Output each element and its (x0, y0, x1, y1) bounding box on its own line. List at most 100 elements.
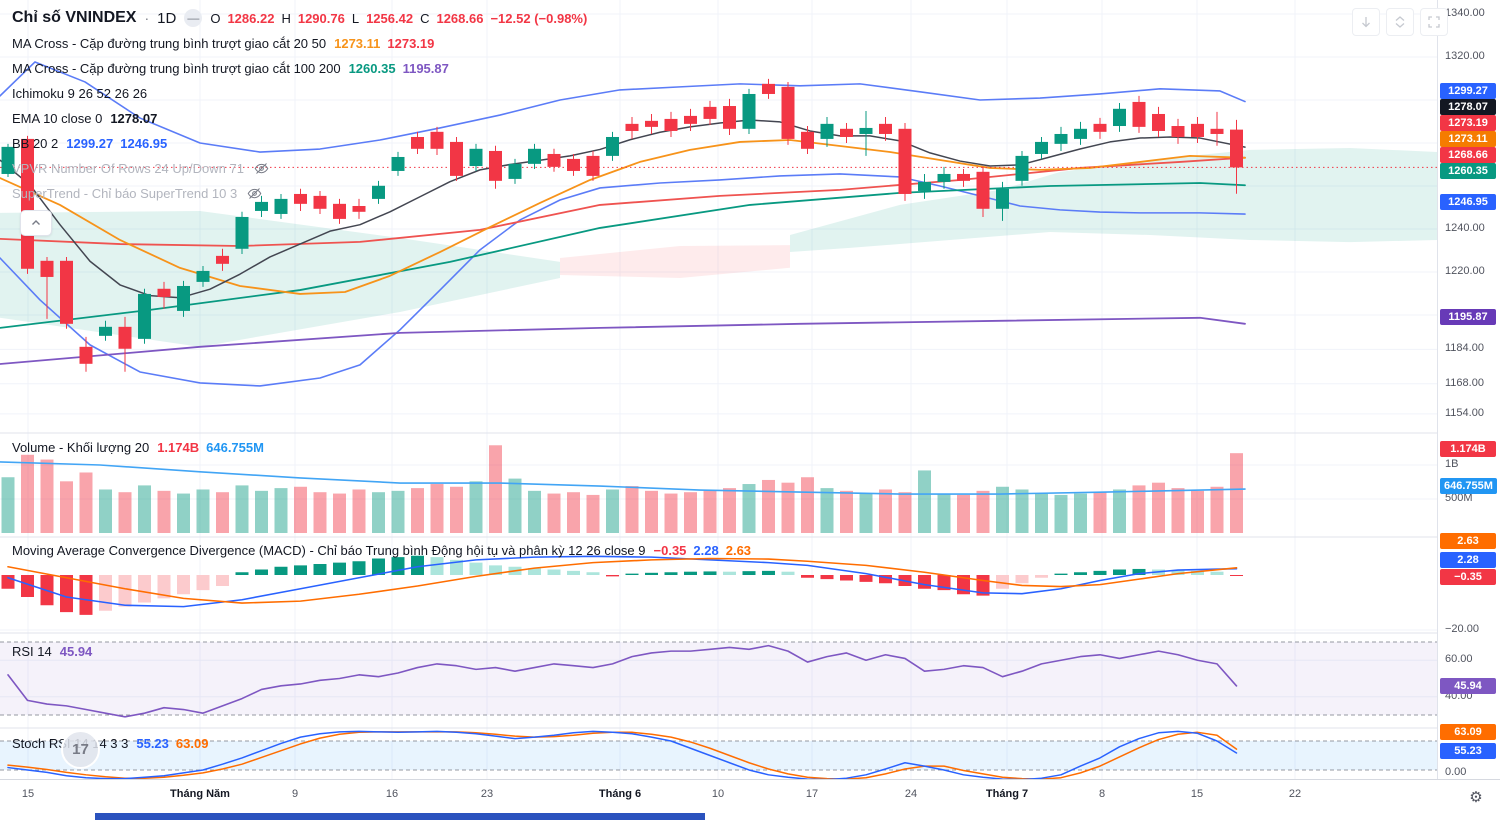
axis-price-label: 1240.00 (1445, 222, 1485, 234)
volume-pane-legend[interactable]: Volume - Khối lượng 20 1.174B 646.755M (12, 440, 264, 455)
pane-legend-label: Moving Average Convergence Divergence (M… (12, 543, 646, 558)
indicator-values: 1260.35 1195.87 (349, 61, 449, 76)
time-axis-label: 16 (385, 788, 399, 800)
indicator-label: MA Cross - Cặp đường trung bình trượt gi… (12, 61, 341, 76)
indicator-legend-row[interactable]: SuperTrend - Chỉ báo SuperTrend 10 3 (12, 186, 262, 201)
axis-price-badge: 1.174B (1440, 441, 1496, 457)
ohlc-value: 1268.66 (436, 10, 484, 26)
pane-legend-value: 646.755M (206, 440, 264, 455)
axis-price-label: 1168.00 (1445, 376, 1484, 389)
ohlc-key: C (420, 10, 430, 26)
ohlc-value: 1256.42 (366, 10, 414, 26)
pane-legend-label: RSI 14 (12, 644, 52, 659)
bar-count-bubble[interactable]: 17 (61, 730, 100, 769)
time-axis-label: 22 (1288, 788, 1302, 800)
maximize-pane-button[interactable] (1420, 8, 1448, 36)
indicator-legend-row[interactable]: EMA 10 close 0 1278.07 (12, 111, 157, 126)
scroll-down-button[interactable] (1352, 8, 1380, 36)
ohlc-key: L (351, 10, 360, 26)
ohlc-values: O 1286.22 H 1290.76 L 1256.42 C 1268.66 −12.52 (… (210, 11, 587, 26)
indicator-value: 1299.27 (66, 136, 114, 151)
axis-price-badge: 1260.35 (1440, 163, 1496, 179)
axis-price-label: 500M (1445, 492, 1473, 504)
indicator-value: 1273.11 (334, 36, 381, 51)
indicator-legend-row[interactable]: VPVR Number Of Rows 24 Up/Down 71 (12, 161, 269, 176)
ohlc-key: O (210, 10, 221, 26)
indicator-values: 1273.11 1273.19 (334, 36, 434, 51)
indicator-legend-row[interactable]: MA Cross - Cặp đường trung bình trượt gi… (12, 61, 449, 76)
axis-price-label: 0.00 (1445, 765, 1467, 778)
rsi-pane-legend[interactable]: RSI 14 45.94 (12, 644, 92, 659)
indicator-legend-row[interactable]: BB 20 2 1299.27 1246.95 (12, 136, 167, 151)
chart-canvas[interactable] (0, 0, 1500, 779)
symbol-separator: · (144, 10, 150, 26)
axis-price-badge: 55.23 (1440, 743, 1496, 759)
macd-pane-legend[interactable]: Moving Average Convergence Divergence (M… (12, 543, 751, 558)
axis-price-badge: 1268.66 (1440, 147, 1496, 163)
time-axis-label: 8 (1098, 788, 1106, 800)
eye-off-icon[interactable] (254, 161, 269, 176)
pane-legend-value: 2.63 (725, 543, 752, 558)
axis-price-label: 1184.00 (1445, 342, 1484, 355)
ohlc-value: 1290.76 (297, 10, 345, 26)
axis-price-badge: 1299.27 (1440, 83, 1496, 99)
pane-legend-value: 63.09 (175, 736, 209, 751)
time-axis-label: 15 (21, 788, 35, 800)
ohlc-value: 1286.22 (227, 10, 275, 26)
minimize-legend-icon[interactable]: — (184, 9, 203, 27)
indicator-legend-row[interactable]: Ichimoku 9 26 52 26 26 (12, 86, 147, 101)
symbol-title[interactable]: Chỉ số VNINDEX (12, 9, 137, 26)
axis-settings-gear-icon[interactable]: ⚙ (1469, 789, 1483, 806)
axis-price-label: 1320.00 (1445, 50, 1485, 62)
time-axis-label: 24 (904, 788, 918, 800)
axis-price-badge: 2.63 (1440, 533, 1496, 549)
axis-price-badge: 45.94 (1440, 678, 1496, 694)
pane-legend-value: 1.174B (157, 440, 200, 455)
indicator-label: BB 20 2 (12, 136, 59, 151)
pane-controls (1352, 8, 1448, 36)
time-axis-label: 9 (291, 788, 299, 800)
axis-price-badge: 2.28 (1440, 552, 1496, 568)
indicator-value: 1273.19 (387, 36, 435, 51)
time-axis-label: 15 (1190, 788, 1204, 800)
indicator-label: SuperTrend - Chỉ báo SuperTrend 10 3 (12, 186, 238, 201)
indicator-label: Ichimoku 9 26 52 26 26 (12, 86, 148, 101)
indicator-value: 1260.35 (348, 61, 396, 76)
time-axis-label: Tháng Năm (170, 788, 230, 800)
price-axis[interactable]: 1340.001320.001240.001220.001200.001184.… (1437, 0, 1500, 779)
indicator-value: 1278.07 (110, 111, 158, 126)
indicator-values: 1299.27 1246.95 (66, 136, 167, 151)
axis-price-badge: 1273.11 (1440, 131, 1496, 147)
indicator-label: VPVR Number Of Rows 24 Up/Down 71 (12, 161, 244, 176)
axis-price-label: 1220.00 (1445, 265, 1485, 277)
axis-price-label: 1B (1445, 458, 1459, 470)
time-axis-label: Tháng 6 (598, 788, 642, 800)
axis-price-badge: 646.755M (1440, 478, 1497, 494)
timeframe-label[interactable]: 1D (157, 9, 177, 27)
axis-price-badge: 1278.07 (1440, 99, 1496, 115)
legend-collapse-button[interactable] (20, 210, 52, 236)
ohlc-value: −12.52 (−0.98%) (490, 10, 588, 26)
indicator-label: MA Cross - Cặp đường trung bình trượt gi… (12, 36, 327, 51)
ohlc-key: H (281, 10, 291, 26)
bottom-taskbar-strip (95, 813, 705, 820)
time-axis-label: Tháng 7 (985, 788, 1029, 800)
pane-legend-values: 1.174B 646.755M (157, 440, 264, 455)
pane-legend-value: 45.94 (59, 644, 93, 659)
axis-price-label: 60.00 (1445, 653, 1473, 666)
indicator-label: EMA 10 close 0 (12, 111, 103, 126)
axis-price-badge: 1246.95 (1440, 194, 1496, 210)
indicator-value: 1195.87 (402, 61, 449, 76)
collapse-pane-button[interactable] (1386, 8, 1414, 36)
time-axis[interactable]: 15 Tháng Năm 9 16 23 Tháng 6 10 17 24 Tháng 7 8 15 2… (0, 779, 1500, 813)
eye-off-icon[interactable] (247, 186, 262, 201)
pane-legend-values: −0.35 2.28 2.63 (654, 543, 752, 558)
indicator-value: 1246.95 (120, 136, 168, 151)
pane-legend-values: 55.23 63.09 (136, 736, 208, 751)
axis-price-label: −20.00 (1445, 623, 1479, 635)
indicator-values: 1278.07 (110, 111, 157, 126)
axis-price-badge: −0.35 (1440, 569, 1496, 585)
pane-legend-values: 45.94 (60, 644, 93, 659)
indicator-legend-row[interactable]: MA Cross - Cặp đường trung bình trượt gi… (12, 36, 434, 51)
